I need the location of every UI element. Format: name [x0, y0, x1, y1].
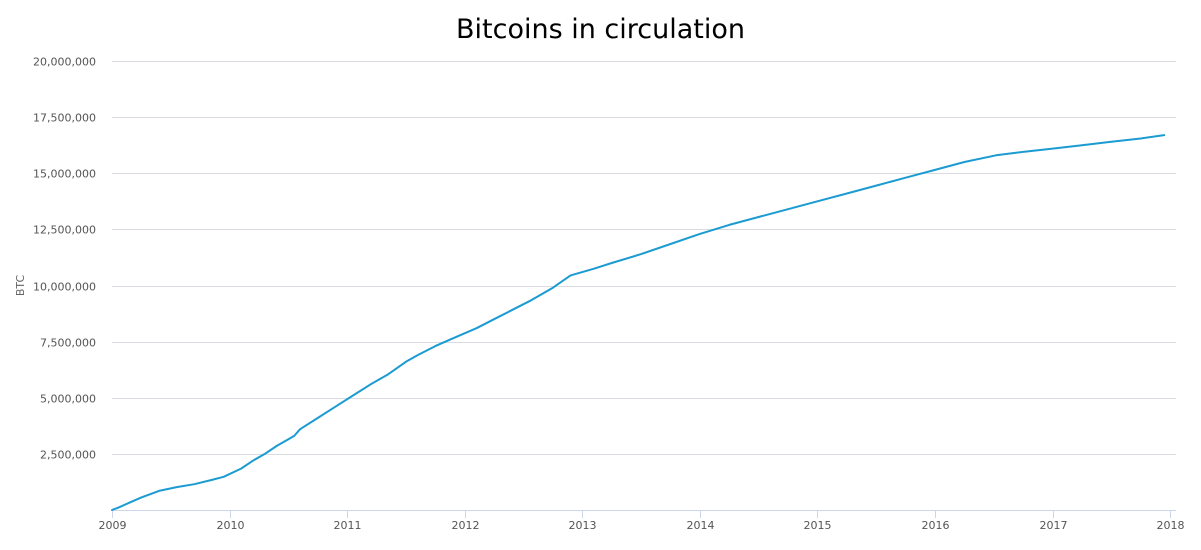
y-tick-label: 7,500,000	[40, 337, 96, 350]
x-tick-label: 2015	[804, 519, 832, 532]
x-tick-label: 2016	[922, 519, 950, 532]
y-tick-label: 2,500,000	[40, 449, 96, 462]
y-tick-label: 10,000,000	[33, 281, 96, 294]
x-tick-label: 2017	[1040, 519, 1068, 532]
y-axis-title: BTC	[14, 275, 27, 297]
tick-labels: 2,500,000 5,000,000 7,500,000 10,000,000 12,…	[14, 56, 1185, 533]
y-tick-label: 15,000,000	[33, 168, 96, 181]
series-layer	[111, 134, 1166, 511]
x-tick-label: 2012	[452, 519, 480, 532]
y-tick-label: 17,500,000	[33, 112, 96, 125]
x-tick-label: 2010	[217, 519, 245, 532]
x-tick-label: 2018	[1157, 519, 1185, 532]
x-tick-label: 2011	[334, 519, 362, 532]
y-tick-label: 5,000,000	[40, 393, 96, 406]
x-tick-label: 2013	[569, 519, 597, 532]
y-tick-label: 20,000,000	[33, 56, 96, 69]
x-tick-label: 2009	[99, 519, 127, 532]
y-tick-label: 12,500,000	[33, 224, 96, 237]
x-tick-label: 2014	[687, 519, 715, 532]
chart-title: Bitcoins in circulation	[455, 14, 745, 45]
grid	[112, 61, 1176, 455]
axes	[112, 510, 1176, 518]
series-line-0[interactable]	[111, 134, 1166, 511]
